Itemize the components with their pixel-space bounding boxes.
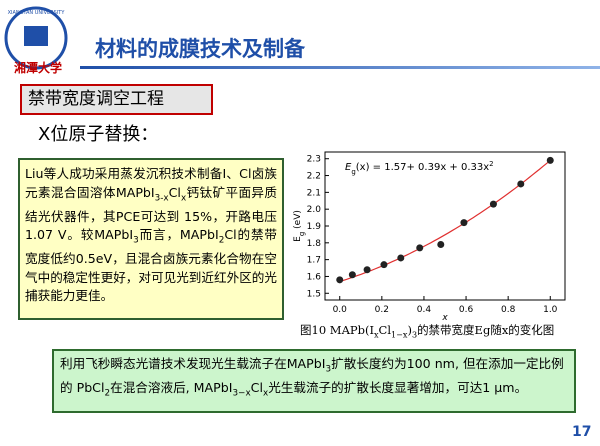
text-run: 而言，MAPbI xyxy=(138,227,219,243)
text-run: 3 xyxy=(133,235,139,246)
y-axis-label: Eg (eV) xyxy=(293,210,306,242)
text-run: x xyxy=(180,193,187,204)
text-run: 的禁带宽度Eg随x的变化图 xyxy=(417,323,555,337)
text-run: 利用飞秒瞬态光谱技术发现光生载流子在MAPbI xyxy=(60,356,326,371)
data-point xyxy=(517,180,525,188)
text-run: ) xyxy=(407,323,412,337)
text-run: Cl的禁带宽度低约0.5eV，且混合卤族元素化合物在空气中的稳定性更好，对可见光… xyxy=(25,227,277,304)
text-run: 钙钛矿平面异质结光伏器件，其PCE可达到 15%，开路电压1.07 V。较MAP… xyxy=(25,184,277,243)
x-axis-label: x xyxy=(441,313,448,320)
text-run: 图10 MAPb(I xyxy=(300,323,374,337)
section-subtitle: X位原子替换： xyxy=(38,124,159,145)
text-run: Cl xyxy=(168,184,181,200)
y-tick-label: 2.0 xyxy=(307,205,322,215)
y-tick-label: 2.3 xyxy=(307,155,321,165)
label-run: E xyxy=(293,236,303,242)
section-title: 禁带宽度调空工程 xyxy=(20,84,213,115)
label-run: (eV) xyxy=(293,210,303,232)
text-run: 3−x xyxy=(232,388,251,399)
data-point xyxy=(416,244,424,252)
data-point xyxy=(336,276,344,284)
y-tick-label: 2.1 xyxy=(307,188,321,198)
x-tick-label: 0.4 xyxy=(417,305,432,315)
figure: 0.0 0.2 0.4 0.6 0.8 1.0 1.5 1.6 1.7 1.8 1.9 2.0 2.1 2… xyxy=(293,151,566,320)
text-box: Liu等人成功采用蒸发沉积技术制备I、Cl卤族元素混合固溶体MAPbI3-xCl… xyxy=(18,158,284,320)
text-run: 2 xyxy=(218,235,225,246)
data-point xyxy=(489,200,497,208)
text-run: 1−x xyxy=(391,330,408,340)
x-tick-label: 0.8 xyxy=(501,305,516,315)
equation-run: E xyxy=(345,162,352,173)
x-tick-label: 0.2 xyxy=(375,305,389,315)
y-tick-label: 1.9 xyxy=(307,222,322,232)
data-point xyxy=(460,219,468,227)
equation-run: 2 xyxy=(489,160,493,168)
text-run: x xyxy=(374,330,379,340)
page-number: 17 xyxy=(572,424,592,440)
fit-curve xyxy=(339,159,551,283)
x-tick-label: 0.6 xyxy=(459,305,474,315)
data-point xyxy=(363,266,371,274)
x-tick-label: 1.0 xyxy=(543,305,558,315)
header-rule xyxy=(80,66,600,69)
plot-frame xyxy=(324,151,566,301)
data-point xyxy=(380,261,388,269)
text-run: 3 xyxy=(411,330,418,340)
text-run: 扩散长度约为100 nm, 但在添加一定比例的 PbCl xyxy=(60,356,564,395)
data-point xyxy=(546,156,554,164)
label-run: g xyxy=(298,232,306,236)
equation-run: g xyxy=(351,168,355,176)
text-run: 光生载流子的扩散长度显著增加，可达1 μm。 xyxy=(268,379,528,395)
logo-text-en: XIANGTAN UNIVERSITY xyxy=(8,10,66,16)
text-run: 3-x xyxy=(154,193,169,204)
x-tick-label: 0.0 xyxy=(333,305,348,315)
logo-emblem xyxy=(24,26,48,46)
y-tick-label: 1.8 xyxy=(307,239,322,249)
text-run: 3 xyxy=(325,364,332,375)
y-tick-label: 1.6 xyxy=(307,272,322,282)
data-point xyxy=(397,254,405,262)
text-run: Cl xyxy=(250,379,263,395)
figure-caption: 图10 MAPb(IxCl1−x)3的禁带宽度Eg随x的变化图 xyxy=(300,322,554,339)
data-point xyxy=(348,271,356,279)
text-run: Liu等人成功采用蒸发沉积技术制备I、Cl卤族元素混合固溶体MAPbI xyxy=(25,166,277,200)
logo: XIANGTAN UNIVERSITY 湘潭大学 xyxy=(4,6,68,75)
header-title: 材料的成膜技术及制备 xyxy=(95,37,305,61)
data-point xyxy=(437,241,445,248)
text-run: Cl xyxy=(378,323,392,337)
y-tick-label: 2.2 xyxy=(307,172,321,182)
logo-text-cn: 湘潭大学 xyxy=(14,60,62,75)
y-tick-label: 1.7 xyxy=(307,256,321,266)
note-box: 利用飞秒瞬态光谱技术发现光生载流子在MAPbI3扩散长度约为100 nm, 但在… xyxy=(52,349,576,413)
text-run: 在混合溶液后, MAPbI xyxy=(110,379,233,395)
y-tick-label: 1.5 xyxy=(307,289,321,299)
equation-run: (x) = 1.57+ 0.39x + 0.33x xyxy=(356,162,489,173)
text-run: 2 xyxy=(104,388,111,399)
text-run: x xyxy=(262,388,269,399)
equation: Eg(x) = 1.57+ 0.39x + 0.33x2 xyxy=(345,160,494,176)
